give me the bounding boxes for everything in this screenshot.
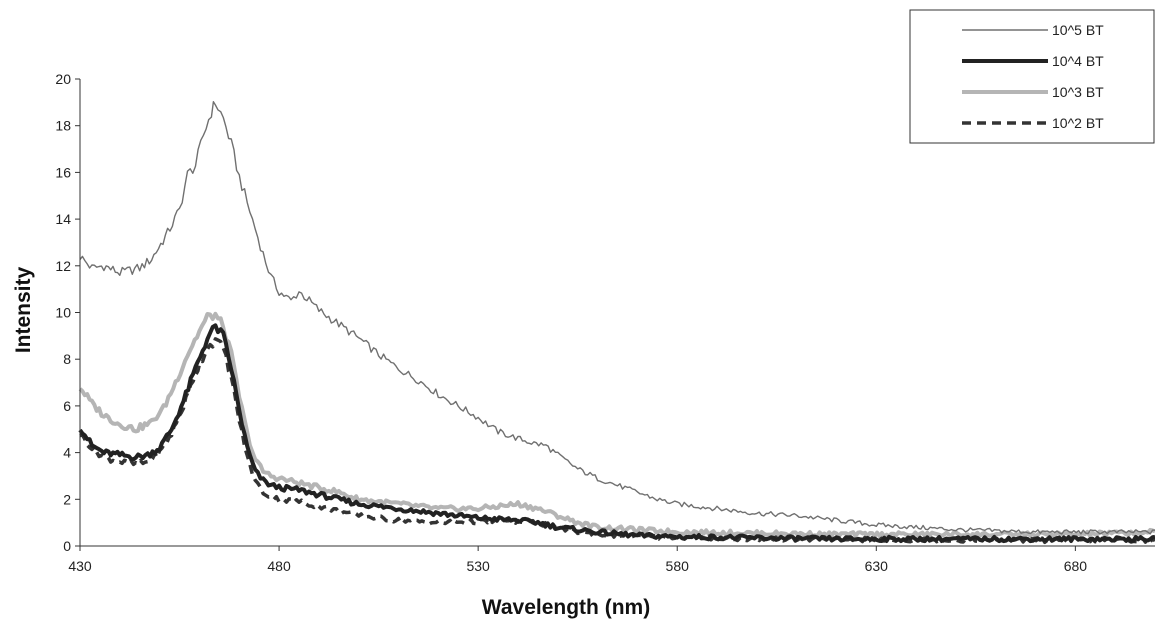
y-tick-label: 6: [63, 398, 71, 414]
legend-label: 10^4 BT: [1052, 53, 1104, 69]
y-tick-label: 16: [55, 164, 71, 180]
y-tick-label: 12: [55, 258, 71, 274]
x-tick-label: 630: [865, 558, 889, 574]
series-line: [79, 337, 1155, 545]
series-line: [79, 101, 1155, 535]
x-tick-label: 580: [666, 558, 690, 574]
y-tick-label: 20: [55, 71, 71, 87]
legend-label: 10^3 BT: [1052, 84, 1104, 100]
x-tick-label: 680: [1064, 558, 1088, 574]
y-tick-label: 2: [63, 491, 71, 507]
axes: 0 2 4 6 8 10 12 14 16 18 20 430 480 530 580 630 680: [55, 71, 1155, 574]
legend: 10^5 BT 10^4 BT 10^3 BT 10^2 BT: [909, 9, 1155, 144]
y-tick-label: 14: [55, 211, 71, 227]
legend-label: 10^5 BT: [1052, 22, 1104, 38]
y-tick-label: 18: [55, 118, 71, 134]
y-tick-label: 10: [55, 305, 71, 321]
series-line: [78, 323, 1155, 544]
x-tick-label: 480: [267, 558, 291, 574]
y-axis-title: Intensity: [12, 267, 35, 354]
y-tick-label: 4: [63, 445, 71, 461]
legend-box: [909, 9, 1155, 144]
plot-series: [78, 101, 1155, 545]
y-tick-label: 8: [63, 351, 71, 367]
x-axis-title: Wavelength (nm): [482, 596, 650, 619]
y-tick-label: 0: [63, 538, 71, 554]
x-tick-label: 430: [68, 558, 92, 574]
legend-label: 10^2 BT: [1052, 115, 1104, 131]
series-line: [78, 311, 1155, 539]
x-tick-label: 530: [466, 558, 490, 574]
